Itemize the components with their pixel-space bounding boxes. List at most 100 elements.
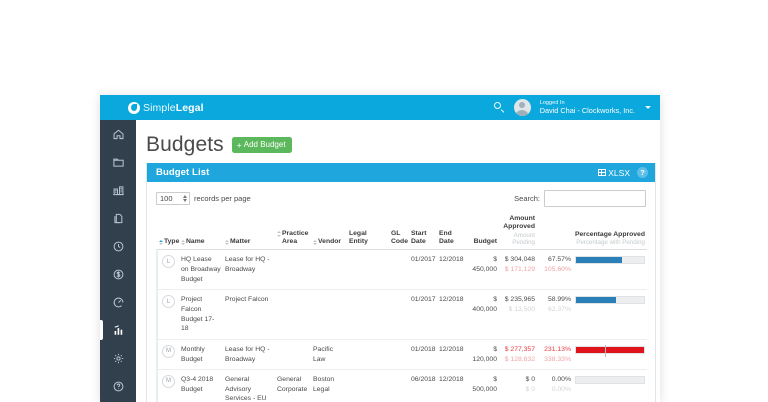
col-percentage-approved[interactable]: Percentage Approved Percentage with Pend…	[537, 214, 647, 251]
amount-pending-value: $ 171,129	[504, 266, 535, 274]
progress-bar-fill	[576, 346, 644, 353]
records-per-page-select[interactable]: 100	[156, 192, 190, 205]
progress-bar	[575, 376, 645, 385]
cell-amount-approved: $ 0 $ 0	[499, 369, 537, 402]
cell-budget: $ 500,000	[467, 369, 499, 402]
cell-end-date: 12/2018	[437, 339, 467, 371]
col-vendor[interactable]: Vendor	[311, 214, 347, 251]
sidebar-item-reports[interactable]	[100, 316, 136, 344]
percentage-pending-value: 0.00%	[551, 385, 571, 393]
cell-matter: General Advisory Services - EU	[223, 369, 275, 402]
page-title: Budgets	[146, 133, 224, 156]
avatar[interactable]	[513, 99, 531, 116]
search-input[interactable]	[544, 190, 646, 207]
col-type[interactable]: Type	[157, 214, 179, 251]
sidebar-item-help[interactable]	[100, 372, 136, 400]
percentage-approved-value: 231.13%	[544, 345, 571, 353]
cell-vendor	[311, 289, 347, 340]
chevron-down-icon[interactable]	[645, 106, 651, 109]
user-account-info[interactable]: Logged In David Chai - Clockworks, Inc.	[540, 100, 635, 114]
cell-type: M	[156, 369, 179, 402]
col-start-date[interactable]: Start Date	[409, 214, 437, 251]
cell-start-date: 01/2018	[409, 339, 437, 371]
add-budget-label: Add Budget	[243, 139, 286, 149]
progress-bar-fill	[576, 297, 617, 304]
cell-budget: $ 400,000	[467, 289, 499, 340]
progress-bar	[575, 256, 645, 265]
question-circle-icon[interactable]: ?	[637, 167, 648, 178]
cell-name: Monthly Budget	[179, 339, 223, 371]
cell-percentage-approved: 67.57% 105.60%	[537, 249, 647, 291]
budget-list-panel: Budget List XLSX ? 100	[146, 163, 656, 402]
cell-legal-entity	[347, 289, 389, 340]
table-grid-icon	[597, 169, 606, 176]
type-badge: M	[162, 344, 175, 358]
col-legal-entity[interactable]: Legal Entity	[347, 214, 389, 251]
left-sidebar	[100, 120, 136, 402]
panel-body: 100 records per page Search:	[147, 182, 655, 402]
logged-in-label: Logged In	[539, 100, 565, 107]
cell-practice-area	[275, 339, 311, 371]
cell-budget: $ 450,000	[467, 249, 499, 291]
sidebar-item-home[interactable]	[100, 120, 136, 148]
col-name[interactable]: Name	[179, 214, 223, 251]
cell-start-date: 06/2018	[409, 369, 437, 402]
table-head: Type Name Matter Practice Area Vendor Le…	[157, 214, 647, 251]
sidebar-item-vendors[interactable]	[100, 176, 136, 204]
table-row[interactable]: M Q3-4 2018 Budget General Advisory Servic…	[156, 369, 647, 402]
application-window: SimpleLegal Logged In David Chai - Clock…	[100, 95, 660, 402]
sidebar-item-matters[interactable]	[100, 148, 136, 176]
export-xlsx-button[interactable]: XLSX	[597, 168, 630, 178]
col-budget[interactable]: Budget	[467, 214, 499, 251]
cell-start-date: 01/2017	[409, 289, 437, 340]
records-per-page-value: 100	[160, 194, 173, 203]
percentage-approved-value: 67.57%	[547, 256, 571, 264]
records-per-page-label: records per page	[194, 194, 251, 203]
cell-type: L	[156, 289, 179, 340]
table-row[interactable]: L HQ Lease on Broadway Budget Lease for HQ…	[156, 249, 647, 291]
table-row[interactable]: L Project Falcon Budget 17-18 Project Falc…	[156, 289, 647, 340]
table-body: L HQ Lease on Broadway Budget Lease for HQ…	[156, 249, 647, 402]
sidebar-item-invoices[interactable]	[100, 204, 136, 232]
cell-amount-approved: $ 277,357 $ 128,632	[499, 339, 537, 371]
stepper-icon	[183, 195, 187, 202]
bar-marker	[605, 344, 607, 357]
table-row[interactable]: M Monthly Budget Lease for HQ - Broadway Pa…	[156, 339, 647, 371]
top-bar-right-cluster: Logged In David Chai - Clockworks, Inc.	[493, 99, 660, 116]
cell-type: M	[156, 339, 179, 371]
sidebar-item-settings[interactable]	[100, 344, 136, 372]
cell-amount-approved: $ 304,048 $ 171,129	[499, 249, 537, 291]
page-header: Budgets + Add Budget	[136, 120, 660, 155]
col-end-date[interactable]: End Date	[437, 214, 467, 251]
progress-bar-fill	[576, 257, 622, 264]
cell-practice-area: General Corporate	[275, 369, 311, 402]
type-badge: M	[162, 375, 175, 389]
user-name: David Chai - Clockworks, Inc.	[539, 105, 635, 115]
search-icon[interactable]	[493, 102, 505, 113]
table-controls-row: 100 records per page Search:	[156, 190, 646, 207]
sidebar-item-timekeeping[interactable]	[100, 232, 136, 260]
panel-title: Budget List	[156, 167, 210, 178]
cell-gl-code	[389, 339, 409, 371]
percentage-approved-value: 0.00%	[551, 376, 571, 384]
amount-approved-value: $ 277,357	[504, 345, 535, 353]
cell-end-date: 12/2018	[437, 289, 467, 340]
col-gl-code[interactable]: GL Code	[389, 214, 409, 251]
sidebar-item-performance[interactable]	[100, 288, 136, 316]
col-amount-approved[interactable]: Amount Approved Amount Pending	[499, 214, 537, 251]
cell-practice-area	[275, 249, 311, 291]
brand-logo[interactable]: SimpleLegal	[128, 101, 204, 114]
add-budget-button[interactable]: + Add Budget	[231, 137, 292, 153]
cell-amount-approved: $ 235,965 $ 13,500	[499, 289, 537, 340]
col-matter[interactable]: Matter	[223, 214, 275, 251]
cell-percentage-approved: 0.00% 0.00%	[537, 369, 647, 402]
amount-approved-value: $ 304,048	[504, 256, 535, 264]
amount-approved-value: $ 235,965	[504, 296, 535, 304]
brand-simple: Simple	[143, 101, 176, 114]
col-practice-area[interactable]: Practice Area	[275, 214, 311, 251]
type-badge: L	[162, 255, 175, 269]
sidebar-item-accruals[interactable]	[100, 260, 136, 288]
cell-percentage-approved: 58.99% 62.37%	[537, 289, 647, 340]
cell-vendor: Boston Legal	[311, 369, 347, 402]
